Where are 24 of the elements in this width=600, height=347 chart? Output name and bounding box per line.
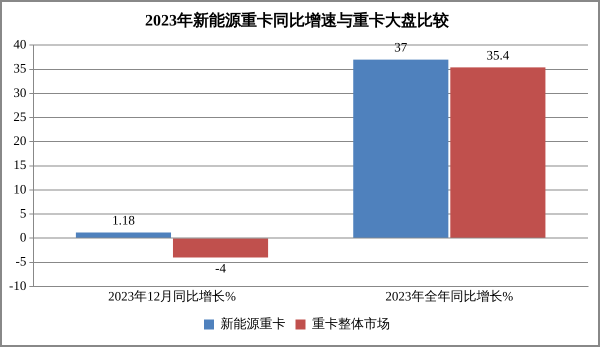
x-tick-label: 2023年全年同比增长% [385,288,514,304]
x-tick-label: 2023年12月同比增长% [108,288,236,304]
bar [172,238,268,258]
data-label: 37 [394,40,408,55]
y-tick-label: 40 [13,36,26,52]
y-tick-label: 5 [20,205,26,220]
legend-label: 新能源重卡 [220,316,286,331]
y-tick-label: -5 [15,254,26,269]
legend-label: 重卡整体市场 [312,316,390,331]
y-tick-label: 30 [13,84,26,100]
chart-title: 2023年新能源重卡同比增速与重卡大盘比较 [145,12,450,30]
y-tick-label: 10 [13,181,26,196]
bar [76,232,172,238]
y-tick-label: 35 [13,60,26,76]
data-label: 1.18 [112,212,135,228]
y-tick-label: 25 [13,108,26,124]
data-label: -4 [215,260,226,276]
bar [353,60,448,238]
bar [450,67,546,238]
data-label: 35.4 [486,47,510,62]
y-tick-label: 15 [13,157,26,172]
y-tick-label: 20 [13,133,26,148]
y-tick-label: -10 [8,278,26,293]
y-tick-label: 0 [20,230,26,245]
